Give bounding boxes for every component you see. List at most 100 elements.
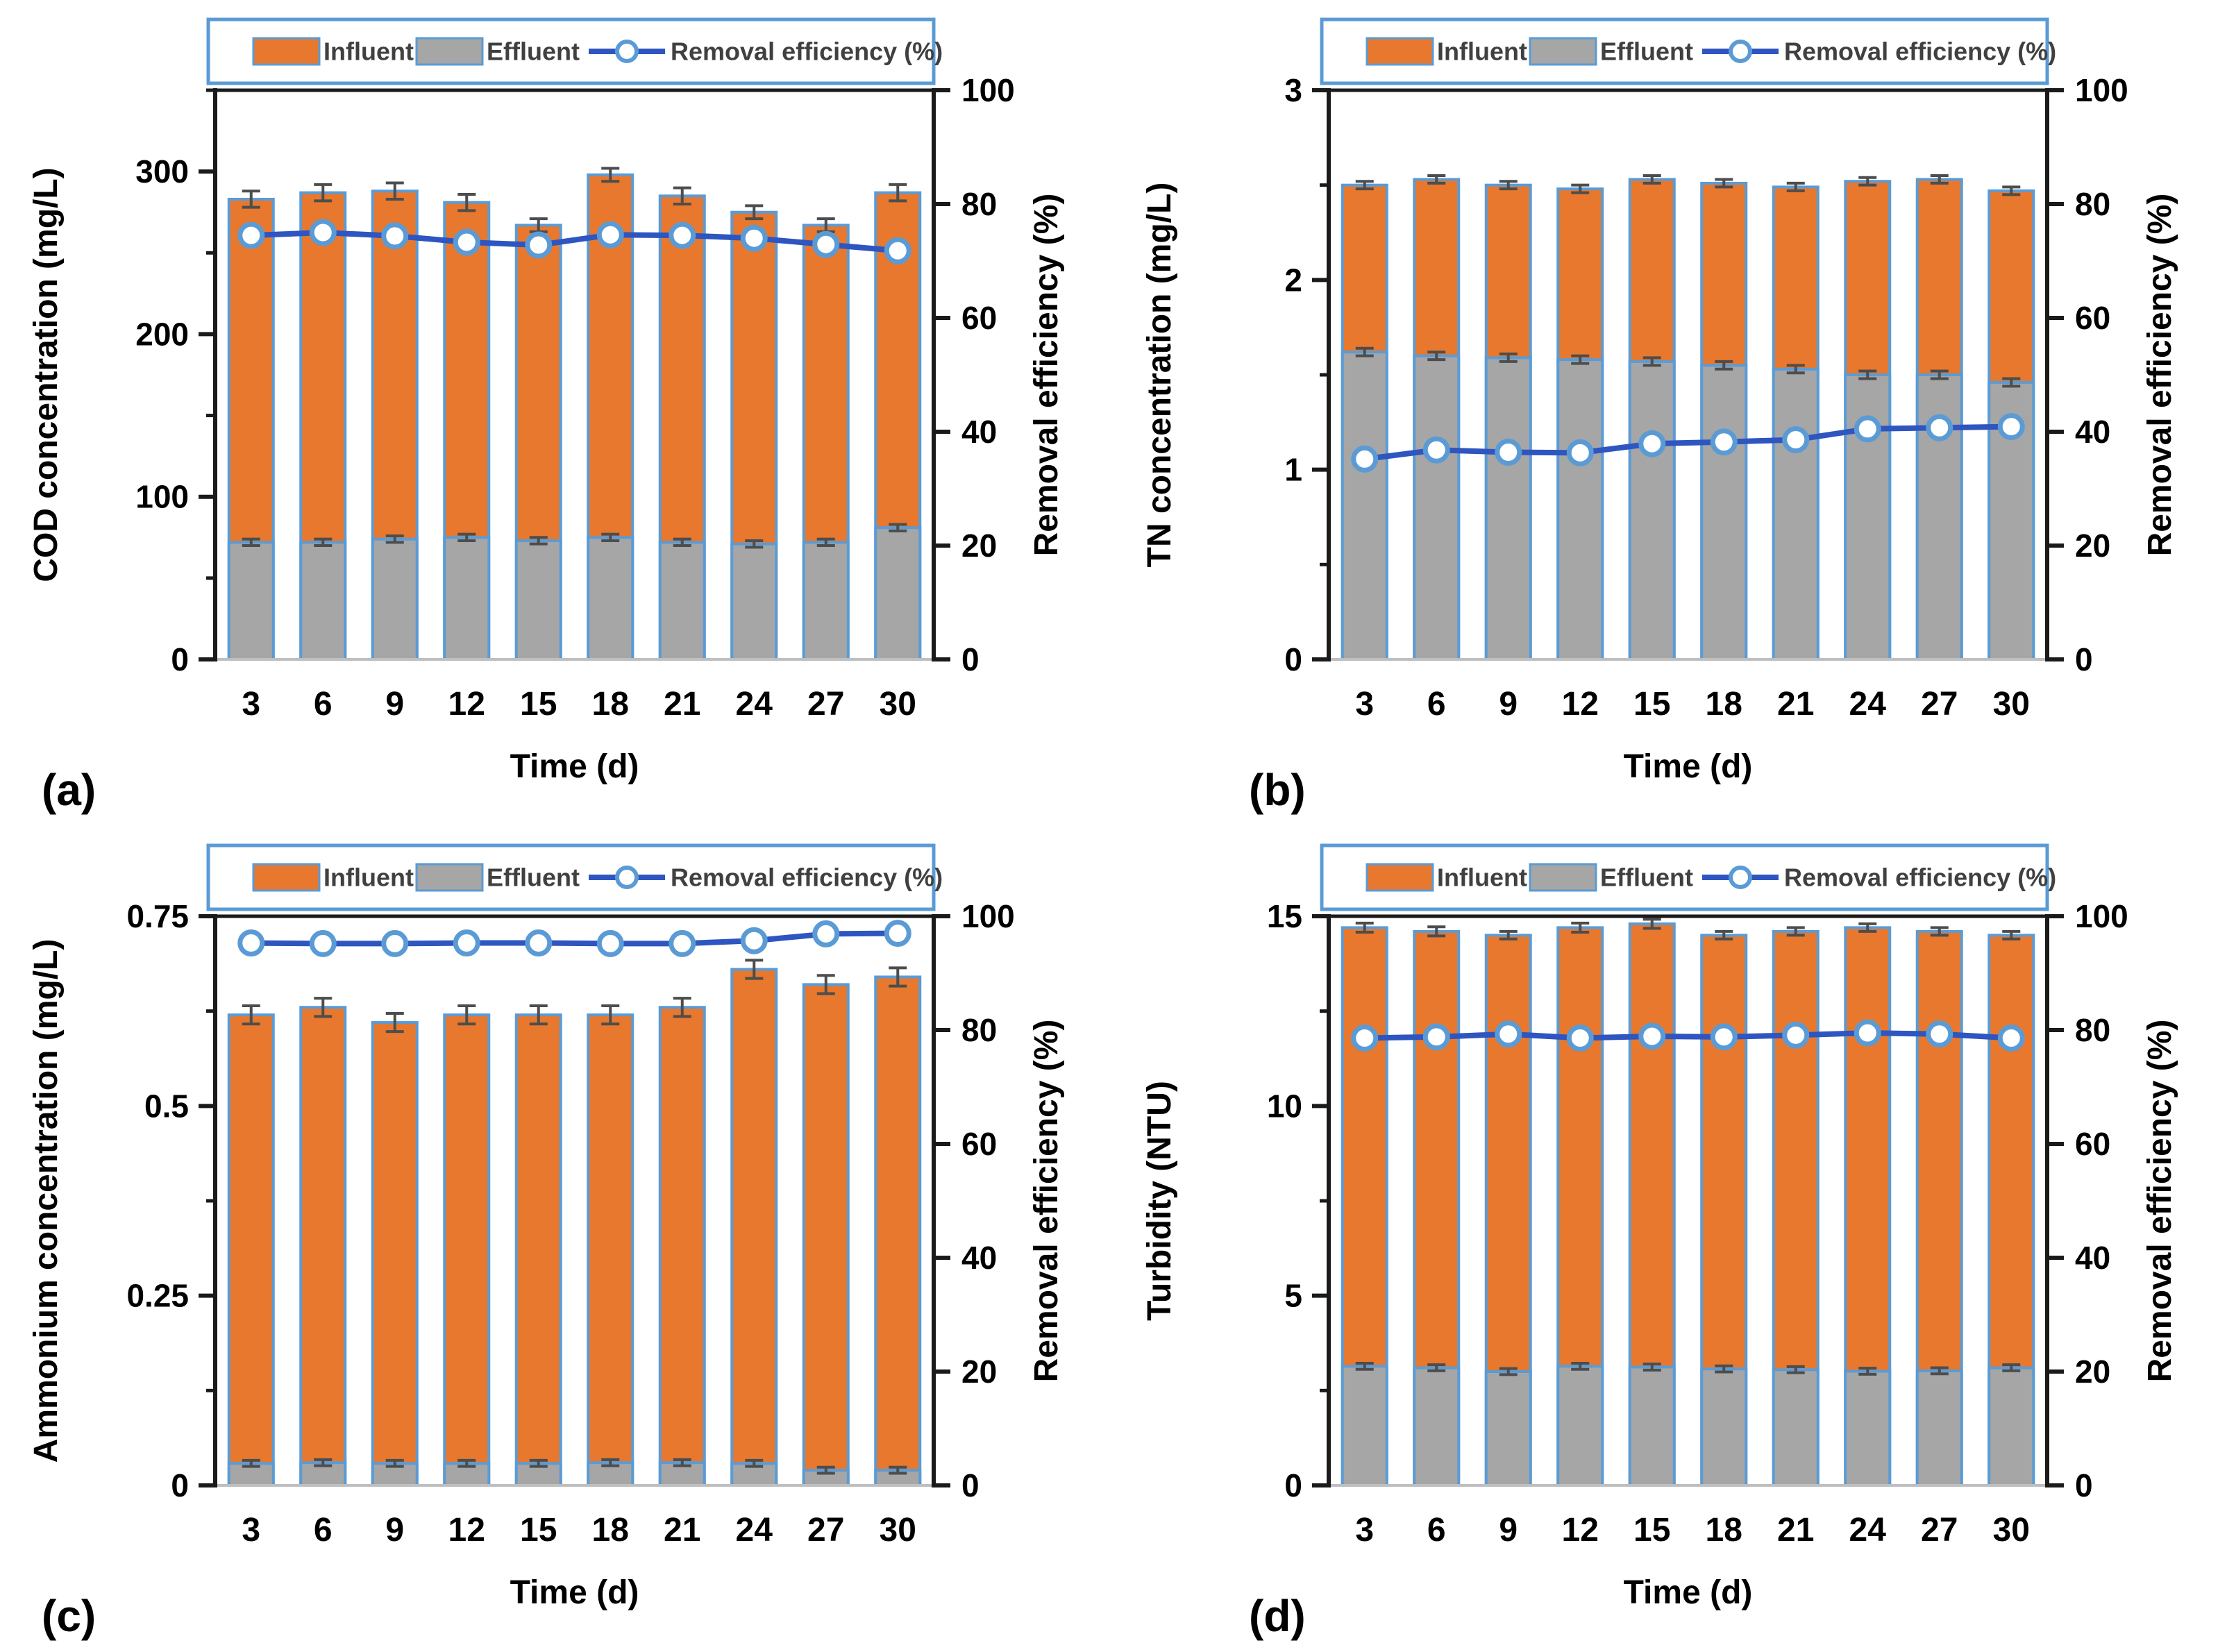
left-axis-tick-label: 200 xyxy=(135,316,189,352)
chart-ammonium-svg: 0 0.25 0.5 0.75 0 20 40 60 80 100 3 6 9 12 15 18 21 24 27 3… xyxy=(28,843,1065,1641)
influent-bar xyxy=(587,1013,635,1487)
x-tick-label: 18 xyxy=(592,1512,629,1549)
x-tick-label: 9 xyxy=(385,686,404,723)
influent-bar xyxy=(371,1021,419,1487)
efficiency-line xyxy=(251,930,898,947)
effluent-bar xyxy=(1413,1366,1461,1487)
effluent-bar xyxy=(587,536,635,661)
x-tick-label: 21 xyxy=(1777,686,1814,723)
legend-box xyxy=(206,843,936,911)
x-tick-label: 12 xyxy=(448,686,485,723)
x-tick-label: 30 xyxy=(1993,686,2030,723)
x-tick-label: 15 xyxy=(520,686,557,723)
efficiency-marker xyxy=(453,929,480,957)
efficiency-marker xyxy=(669,929,696,957)
efficiency-marker xyxy=(884,237,911,264)
x-tick-label: 27 xyxy=(807,1512,844,1549)
effluent-bar xyxy=(1772,367,1820,661)
x-tick-label: 18 xyxy=(592,686,629,723)
effluent-bar xyxy=(1556,1365,1604,1487)
legend-influent-swatch xyxy=(1365,37,1434,66)
x-tick-label: 30 xyxy=(880,686,916,723)
x-tick-label: 27 xyxy=(1921,686,1958,723)
x-tick-label: 24 xyxy=(1849,686,1887,723)
efficiency-marker xyxy=(1926,1020,1953,1048)
right-axis-tick-label: 100 xyxy=(961,898,1015,934)
left-axis-title: COD concentration (mg/L) xyxy=(28,167,65,582)
x-tick-label: 6 xyxy=(314,686,333,723)
efficiency-marker xyxy=(1422,436,1450,464)
efficiency-marker xyxy=(1351,445,1379,473)
x-tick-label: 3 xyxy=(1355,686,1374,723)
effluent-bar xyxy=(802,541,850,661)
legend-effluent-label: Effluent xyxy=(1600,37,1693,66)
chart-cod-panel: 0 100 200 300 0 20 40 60 80 100 3 6 9 12 15 18 21 24 27 30 T… xyxy=(0,0,1114,826)
right-axis-tick-label: 100 xyxy=(961,72,1015,108)
efficiency-line xyxy=(251,230,898,254)
effluent-bar xyxy=(730,542,778,661)
efficiency-marker xyxy=(1854,415,1881,443)
efficiency-marker xyxy=(453,228,480,256)
x-tick-label: 3 xyxy=(1355,1512,1374,1549)
x-tick-label: 15 xyxy=(520,1512,557,1549)
efficiency-marker xyxy=(1997,413,2025,441)
x-tick-label: 3 xyxy=(242,1512,260,1549)
efficiency-marker xyxy=(812,230,840,258)
x-tick-label: 12 xyxy=(448,1512,485,1549)
right-axis-tick-label: 40 xyxy=(2075,1240,2110,1276)
x-tick-label: 21 xyxy=(1777,1512,1814,1549)
x-tick-label: 12 xyxy=(1562,1512,1599,1549)
chart-cod-svg: 0 100 200 300 0 20 40 60 80 100 3 6 9 12 15 18 21 24 27 30 T… xyxy=(28,17,1065,815)
left-axis-tick-label: 10 xyxy=(1267,1088,1302,1124)
right-axis-tick-label: 20 xyxy=(961,528,997,564)
legend-efficiency-marker xyxy=(615,40,639,63)
right-axis-tick-label: 60 xyxy=(2075,1126,2110,1162)
right-axis-tick-label: 40 xyxy=(2075,414,2110,450)
x-axis-title: Time (d) xyxy=(510,748,639,785)
legend-influent-swatch xyxy=(1365,863,1434,892)
efficiency-marker xyxy=(1997,1024,2025,1052)
legend-efficiency-label: Removal efficiency (%) xyxy=(1784,37,2056,66)
right-axis-title: Removal efficiency (%) xyxy=(1028,1020,1065,1383)
x-tick-label: 27 xyxy=(1921,1512,1958,1549)
effluent-bar xyxy=(1484,356,1532,661)
efficiency-line xyxy=(1364,423,2012,462)
legend-effluent-swatch xyxy=(415,863,484,892)
effluent-bar xyxy=(1844,1369,1892,1487)
x-tick-label: 24 xyxy=(736,686,773,723)
left-axis-tick-label: 0 xyxy=(1284,1467,1302,1503)
right-axis-tick-label: 0 xyxy=(961,1467,980,1503)
legend-influent-label: Influent xyxy=(1437,37,1527,66)
efficiency-marker xyxy=(1422,1023,1450,1051)
left-axis-tick-label: 15 xyxy=(1267,898,1302,934)
effluent-bar xyxy=(874,526,922,661)
legend-box xyxy=(206,17,936,85)
left-axis-tick-label: 3 xyxy=(1284,72,1302,108)
efficiency-marker xyxy=(1710,428,1738,456)
chart-turbidity-panel: 0 5 10 15 0 20 40 60 80 100 3 6 9 12 15 18 21 24 27 30 Time … xyxy=(1114,826,2227,1652)
effluent-bar xyxy=(1700,1367,1748,1487)
effluent-bar xyxy=(1988,1366,2035,1487)
right-axis-tick-label: 20 xyxy=(2075,1354,2110,1390)
left-axis-tick-label: 0 xyxy=(171,1467,189,1503)
x-tick-label: 30 xyxy=(880,1512,916,1549)
left-axis-tick-label: 0 xyxy=(171,641,189,677)
influent-bar xyxy=(299,1006,347,1487)
efficiency-line xyxy=(1364,1030,2012,1041)
x-axis-title: Time (d) xyxy=(1624,1574,1753,1611)
left-axis-tick-label: 100 xyxy=(135,479,189,515)
effluent-bar xyxy=(1341,351,1388,661)
x-tick-label: 6 xyxy=(1427,1512,1446,1549)
right-axis-title: Removal efficiency (%) xyxy=(2142,1020,2178,1383)
legend-efficiency-marker xyxy=(615,866,639,889)
x-tick-label: 6 xyxy=(314,1512,333,1549)
left-axis-tick-label: 0.25 xyxy=(126,1278,189,1314)
right-axis-tick-label: 60 xyxy=(961,300,997,336)
legend-efficiency-label: Removal efficiency (%) xyxy=(1784,863,2056,892)
right-axis-tick-label: 80 xyxy=(2075,186,2110,222)
legend-effluent-label: Effluent xyxy=(487,37,580,66)
efficiency-marker xyxy=(1495,1020,1522,1048)
x-tick-label: 9 xyxy=(1499,1512,1518,1549)
efficiency-marker xyxy=(596,221,624,248)
